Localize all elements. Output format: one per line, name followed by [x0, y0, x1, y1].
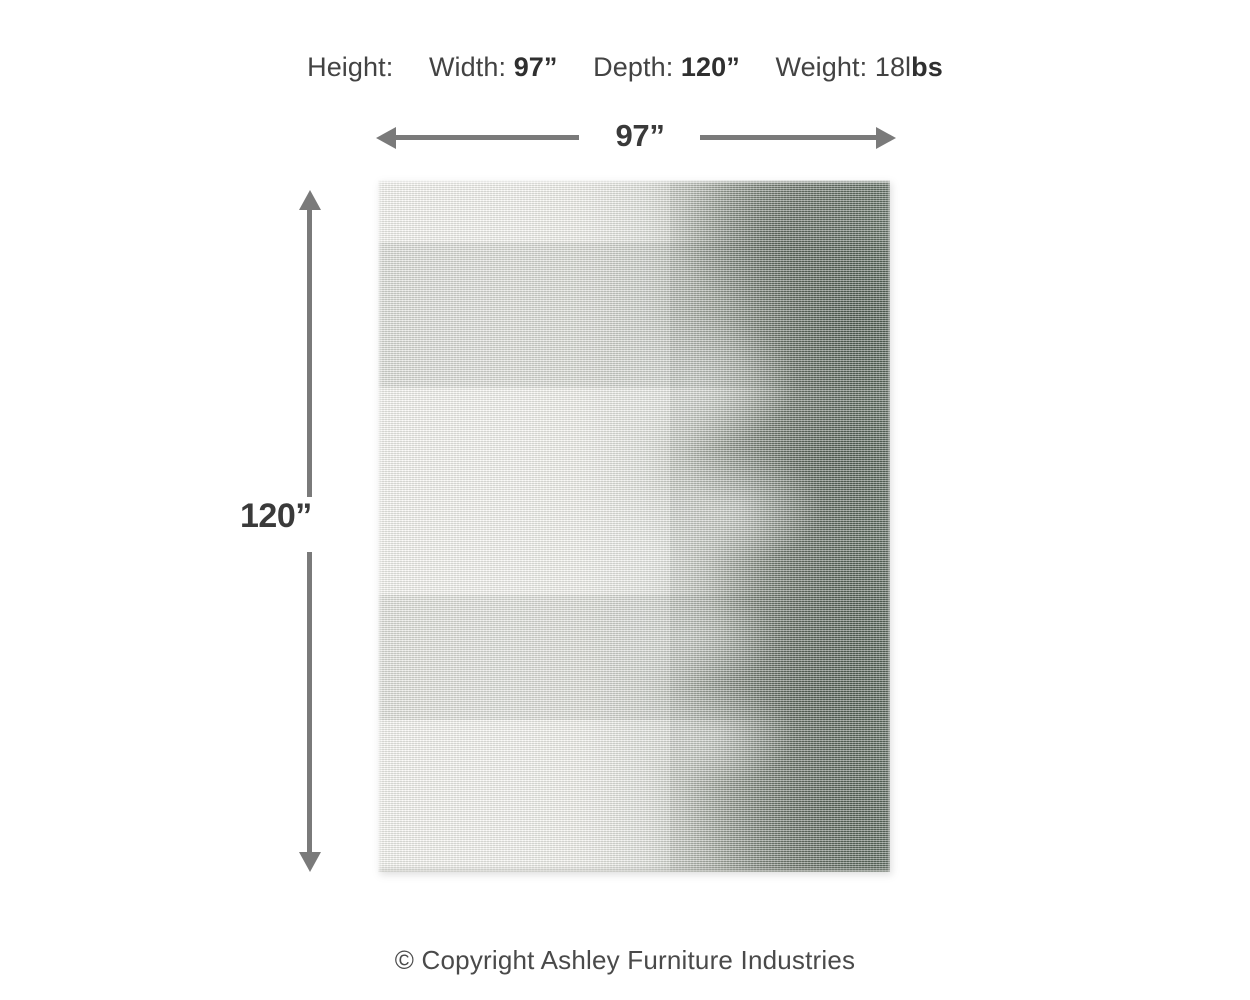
spec-width-label: Width:	[428, 52, 507, 82]
depth-arrow-line-bottom	[307, 552, 312, 853]
spec-weight-label: Weight:	[775, 52, 868, 82]
rug-bound-edge	[378, 180, 890, 872]
spec-width-value: 97”	[513, 52, 558, 82]
spec-line: Height: Width: 97” Depth: 120” Weight: 1…	[0, 52, 1250, 83]
width-arrow-head-right-icon	[876, 127, 896, 149]
rug-mottling-layer	[378, 180, 890, 872]
depth-arrow-line-top	[307, 209, 312, 497]
depth-dimension-label: 120”	[240, 497, 312, 535]
spec-weight-unit: bs	[911, 52, 943, 82]
copyright-notice: © Copyright Ashley Furniture Industries	[394, 945, 856, 975]
spec-height-label: Height:	[307, 52, 394, 82]
spec-depth-value: 120”	[680, 52, 740, 82]
spec-weight-value: 18l	[874, 52, 912, 82]
width-arrow-line-right	[700, 135, 877, 140]
spec-depth: Depth: 120”	[593, 52, 740, 83]
depth-arrow-head-top-icon	[299, 190, 321, 210]
spec-width: Width: 97”	[429, 52, 558, 83]
depth-arrow-head-bottom-icon	[299, 852, 321, 872]
width-arrow-head-left-icon	[376, 127, 396, 149]
rug-warp-texture	[378, 180, 890, 872]
width-arrow-line-left	[395, 135, 579, 140]
spec-depth-label: Depth:	[593, 52, 674, 82]
spec-weight: Weight: 18lbs	[775, 52, 942, 83]
rug-weave-texture	[378, 180, 890, 872]
spec-height: Height:	[307, 52, 393, 83]
product-image-area-rug	[378, 180, 890, 872]
width-dimension-label: 97”	[615, 118, 665, 153]
rug-block-shift-layer	[378, 180, 890, 872]
